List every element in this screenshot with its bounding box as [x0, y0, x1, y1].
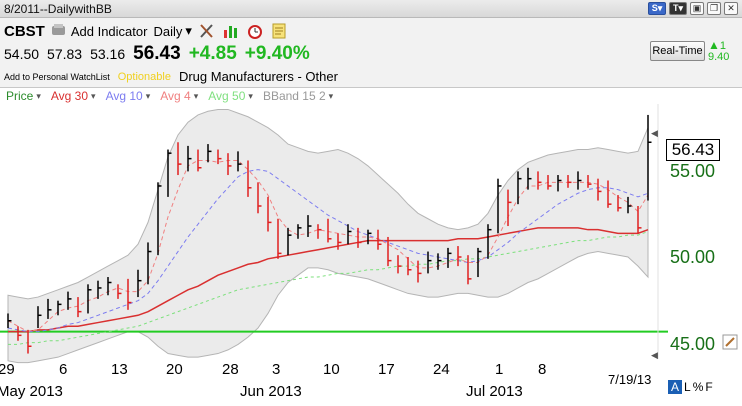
- quote-values: 54.50 57.83 53.16 56.43 +4.85 +9.40%: [4, 43, 310, 65]
- chevron-down-icon: ▾: [248, 90, 253, 101]
- open-value: 54.50: [4, 46, 40, 62]
- legend-avg30-label: Avg 30: [50, 89, 89, 103]
- chevron-down-icon: ▾: [193, 90, 199, 101]
- indicator-icon: [51, 23, 67, 40]
- high-value: 57.83: [47, 46, 83, 62]
- window-controls: S▾ T▾ ▣ ❐ ✕: [648, 2, 738, 15]
- scale-log-button[interactable]: L: [684, 380, 691, 394]
- chevron-down-icon: ▾: [328, 90, 334, 101]
- industry-label: Drug Manufacturers - Other: [178, 69, 338, 84]
- x-tick-label: 8: [538, 361, 547, 378]
- x-tick-label: 17: [378, 361, 395, 378]
- scroll-down-arrow-icon[interactable]: ◀: [651, 350, 658, 360]
- symbol-label: CBST: [4, 22, 45, 40]
- tv-button[interactable]: T▾: [669, 2, 687, 15]
- chevron-down-icon: ▾: [145, 90, 151, 101]
- x-tick-label: 3: [272, 361, 281, 378]
- chart-style-icon[interactable]: [222, 22, 240, 40]
- y-tick-label: 55.00: [670, 161, 716, 181]
- price-change-pct: +9.40%: [244, 43, 310, 64]
- month-label: Jun 2013: [240, 383, 302, 400]
- save-icon[interactable]: ▣: [690, 2, 704, 15]
- quote-header: CBST Add Indicator Daily ▾ 54.50 57.83 5…: [0, 18, 742, 88]
- legend-avg50-label: Avg 50: [208, 89, 246, 103]
- arrow-up-icon: ▲: [708, 40, 720, 52]
- add-indicator-button[interactable]: Add Indicator: [51, 23, 148, 40]
- series-avg-30: [8, 227, 649, 333]
- legend-avg4[interactable]: Avg 4 ▾: [160, 89, 198, 103]
- legend-avg10[interactable]: Avg 10 ▾: [106, 89, 151, 103]
- legend-avg4-label: Avg 4: [160, 89, 191, 103]
- legend-avg50[interactable]: Avg 50 ▾: [208, 89, 253, 103]
- draw-tools-icon[interactable]: [198, 22, 216, 40]
- legend-price-label: Price: [6, 89, 34, 103]
- price-change: +4.85: [188, 43, 237, 64]
- scale-buttons: A L % F: [668, 380, 713, 394]
- legend-avg30[interactable]: Avg 30 ▾: [51, 89, 96, 103]
- month-label: Jul 2013: [466, 383, 523, 400]
- x-tick-label: 6: [59, 361, 68, 378]
- x-tick-label: 1: [495, 361, 504, 378]
- close-window-button[interactable]: ✕: [724, 2, 738, 15]
- scale-percent-button[interactable]: %: [692, 380, 704, 394]
- price-chart-canvas[interactable]: [0, 104, 742, 406]
- notes-icon[interactable]: [270, 22, 288, 40]
- restore-window-button[interactable]: ❐: [707, 2, 721, 15]
- watchlist-link[interactable]: Add to Personal WatchList: [4, 71, 110, 82]
- chevron-down-icon: ▾: [185, 23, 192, 38]
- realtime-button[interactable]: Real-Time: [650, 41, 705, 61]
- pencil-icon[interactable]: [722, 334, 738, 350]
- window-title: 8/2011--DailywithBB: [4, 2, 112, 16]
- realtime-change: ▲1 9.40: [708, 40, 730, 63]
- realtime-last: 9.40: [708, 51, 730, 63]
- period-label: Daily: [153, 23, 183, 39]
- legend-avg10-label: Avg 10: [105, 89, 143, 103]
- price-chart[interactable]: 56.43 55.00 50.00 45.00 ◀ ◀ 29 6 13 20 2…: [0, 104, 742, 406]
- y-tick-label: 45.00: [670, 334, 716, 354]
- x-tick-label: 24: [433, 361, 450, 378]
- window-titlebar: 8/2011--DailywithBB S▾ T▾ ▣ ❐ ✕: [0, 0, 742, 18]
- add-indicator-label: Add Indicator: [70, 23, 148, 39]
- share-s-button[interactable]: S▾: [648, 2, 666, 15]
- last-price: 56.43: [133, 43, 181, 64]
- y-tick-label: 50.00: [670, 247, 716, 267]
- legend-bband[interactable]: BBand 15 2 ▾: [263, 89, 333, 103]
- scale-auto-button[interactable]: A: [668, 380, 683, 394]
- chevron-down-icon: ▾: [36, 90, 41, 101]
- x-tick-label: 28: [222, 361, 239, 378]
- toolbar: CBST Add Indicator Daily ▾: [4, 20, 288, 42]
- x-tick-label: 20: [166, 361, 183, 378]
- chevron-down-icon: ▾: [91, 90, 96, 101]
- low-value: 53.16: [90, 46, 126, 62]
- alarm-clock-icon[interactable]: [246, 22, 264, 40]
- indicator-legend: Price ▾ Avg 30 ▾ Avg 10 ▾ Avg 4 ▾ Avg 50 ▾ BB…: [0, 88, 742, 104]
- info-row: Add to Personal WatchList Optionable Dru…: [4, 69, 338, 84]
- scale-full-button[interactable]: F: [705, 380, 713, 394]
- last-price-box: 56.43: [666, 139, 720, 161]
- optionable-label: Optionable: [117, 70, 171, 83]
- scroll-up-arrow-icon[interactable]: ◀: [651, 128, 658, 138]
- month-label: May 2013: [0, 383, 63, 400]
- last-date-label: 7/19/13: [608, 372, 652, 387]
- x-tick-label: 13: [111, 361, 128, 378]
- x-tick-label: 29: [0, 361, 15, 378]
- period-select[interactable]: Daily ▾: [153, 23, 191, 39]
- series-avg-10: [7, 169, 649, 333]
- x-tick-label: 10: [323, 361, 340, 378]
- legend-price[interactable]: Price ▾: [6, 89, 41, 103]
- legend-bband-label: BBand 15 2: [262, 89, 326, 103]
